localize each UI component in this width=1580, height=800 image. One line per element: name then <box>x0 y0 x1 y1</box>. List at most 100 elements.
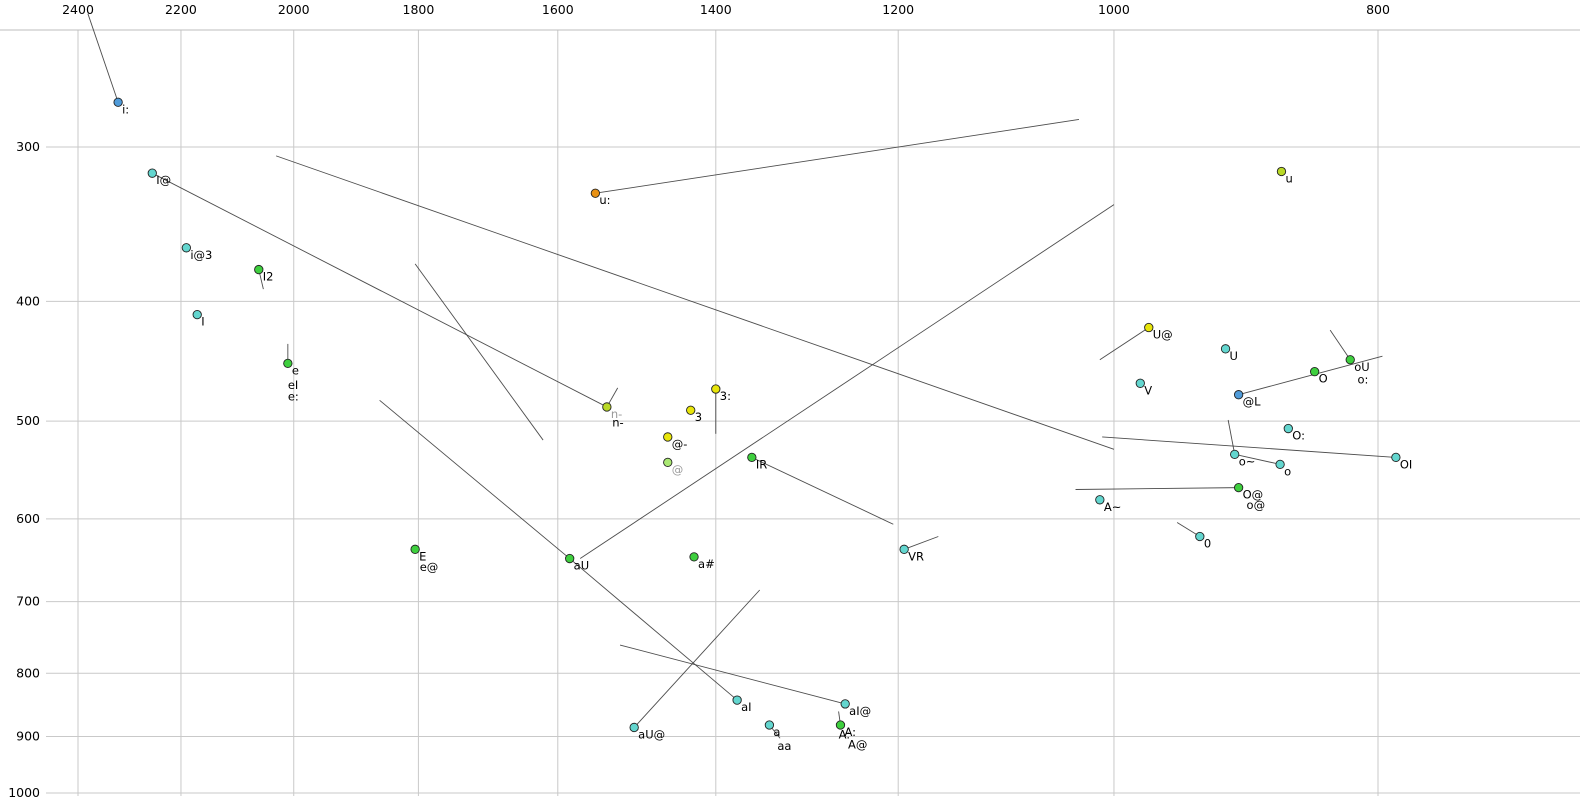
vowel-dot-0 <box>1195 531 1205 542</box>
vowel-dot-o~ <box>1230 449 1240 460</box>
vowel-label-E: E <box>419 549 426 563</box>
vowel-dot-U <box>1220 344 1231 354</box>
vowel-dot-U@ <box>1144 322 1154 333</box>
trajectory-line <box>1238 355 1383 396</box>
extra-label-n-: n- <box>612 415 623 429</box>
vowel-label-e: e <box>292 363 299 377</box>
vowel-dot-I <box>192 309 202 320</box>
x-tick-label: 1400 <box>700 2 732 17</box>
vowel-label-U@: U@ <box>1153 328 1173 342</box>
trajectory-line <box>903 536 939 550</box>
extra-label-e@: e@ <box>420 560 439 574</box>
extra-label-A@: A@ <box>848 737 867 751</box>
vowel-label-U: U <box>1230 349 1238 363</box>
trajectory-line <box>1099 327 1150 361</box>
vowel-dot-aI <box>732 695 742 705</box>
vowel-dot-aU@ <box>629 722 639 733</box>
vowel-label-O@: O@ <box>1243 488 1264 502</box>
vowel-dot-I@ <box>147 168 157 178</box>
trajectory-line <box>275 155 1115 450</box>
vowel-label-3: 3 <box>695 410 702 424</box>
vowel-label-3:: 3: <box>720 389 731 403</box>
trajectory-line <box>1075 487 1239 490</box>
vowel-label-aI@: aI@ <box>849 704 871 718</box>
trajectory-line <box>152 172 608 408</box>
y-tick-label: 400 <box>16 293 40 308</box>
vowel-dot-u: <box>590 188 601 198</box>
trajectory-line <box>633 589 761 728</box>
vowel-label-@-: @- <box>672 437 688 451</box>
vowel-label-oU: oU <box>1354 360 1369 374</box>
vowel-dot-a# <box>689 552 699 562</box>
vowel-label-o~: o~ <box>1239 454 1256 468</box>
vowel-label-@L: @L <box>1243 395 1262 409</box>
vowel-dot-@- <box>663 432 673 442</box>
x-tick-label: 1800 <box>403 2 435 17</box>
trajectory-line <box>1329 329 1351 361</box>
vowel-label-A~: A~ <box>1104 500 1122 514</box>
vowel-label-IR: IR <box>756 457 767 471</box>
trajectory-line <box>751 456 894 525</box>
vowel-dot-a <box>764 720 775 730</box>
vowel-label-i@3: i@3 <box>190 248 212 262</box>
vowel-label-0: 0 <box>1204 537 1211 551</box>
vowel-dot-n- <box>602 402 612 412</box>
vowel-dot-IR <box>747 452 757 463</box>
extra-label-e:: e: <box>288 389 299 403</box>
trajectory-line <box>1102 436 1396 458</box>
vowel-label-I: I <box>201 315 204 329</box>
vowel-label-aI: aI <box>741 700 751 714</box>
y-tick-label: 500 <box>16 413 40 428</box>
y-tick-label: 700 <box>16 594 40 609</box>
trajectory-line <box>619 644 846 705</box>
extra-label-o:: o: <box>1357 372 1368 386</box>
vowel-label-@: @ <box>672 462 684 476</box>
vowel-label-VR: VR <box>908 549 924 563</box>
vowel-dot-OI <box>1391 452 1401 463</box>
extra-label-o@: o@ <box>1247 498 1266 512</box>
vowel-dot-A~ <box>1095 495 1105 505</box>
vowel-dot-@ <box>663 457 673 468</box>
vowel-label-aU@: aU@ <box>638 727 665 741</box>
y-tick-label: 600 <box>16 511 40 526</box>
x-tick-label: 1000 <box>1098 2 1130 17</box>
vowel-dot-E <box>410 544 420 554</box>
x-tick-label: 1200 <box>882 2 914 17</box>
trajectory-line <box>1227 419 1236 455</box>
vowel-dot-aI@ <box>840 699 850 709</box>
y-tick-label: 900 <box>16 728 40 743</box>
vowel-label-O: O <box>1319 372 1328 386</box>
vowel-label-I@: I@ <box>156 173 171 187</box>
vowel-label-i:: i: <box>122 102 129 116</box>
vowel-dot-o <box>1275 459 1285 470</box>
vowel-dot-oU <box>1345 355 1355 365</box>
y-tick-label: 1000 <box>8 785 40 800</box>
x-tick-label: 2200 <box>165 2 197 17</box>
extra-label-aa: aa <box>777 739 791 753</box>
trajectory-line <box>569 558 738 701</box>
vowel-dot-VR <box>899 544 909 554</box>
vowel-label-OI: OI <box>1400 457 1412 471</box>
vowel-label-a#: a# <box>698 557 715 571</box>
vowel-label-V: V <box>1144 383 1152 397</box>
x-tick-label: 2400 <box>62 2 94 17</box>
vowel-dot-V <box>1135 378 1145 388</box>
vowel-dot-O: <box>1283 423 1293 434</box>
vowel-label-n-: n- <box>611 407 622 421</box>
vowel-label-A:: A: <box>844 725 856 739</box>
vowel-label-u:: u: <box>599 193 610 207</box>
vowel-dot-O@ <box>1233 482 1244 493</box>
extra-label-eI: eI <box>288 378 298 392</box>
vowel-dot-i: <box>113 97 123 107</box>
vowel-label-O:: O: <box>1292 429 1305 443</box>
x-tick-label: 2000 <box>278 2 310 17</box>
vowel-dot-aU <box>565 553 575 564</box>
extra-label-A:: A: <box>839 727 851 741</box>
trajectory-line <box>579 204 1115 559</box>
vowel-dot-@L <box>1233 390 1244 400</box>
trajectory-line <box>379 399 570 559</box>
vowel-dot-O <box>1309 367 1320 377</box>
